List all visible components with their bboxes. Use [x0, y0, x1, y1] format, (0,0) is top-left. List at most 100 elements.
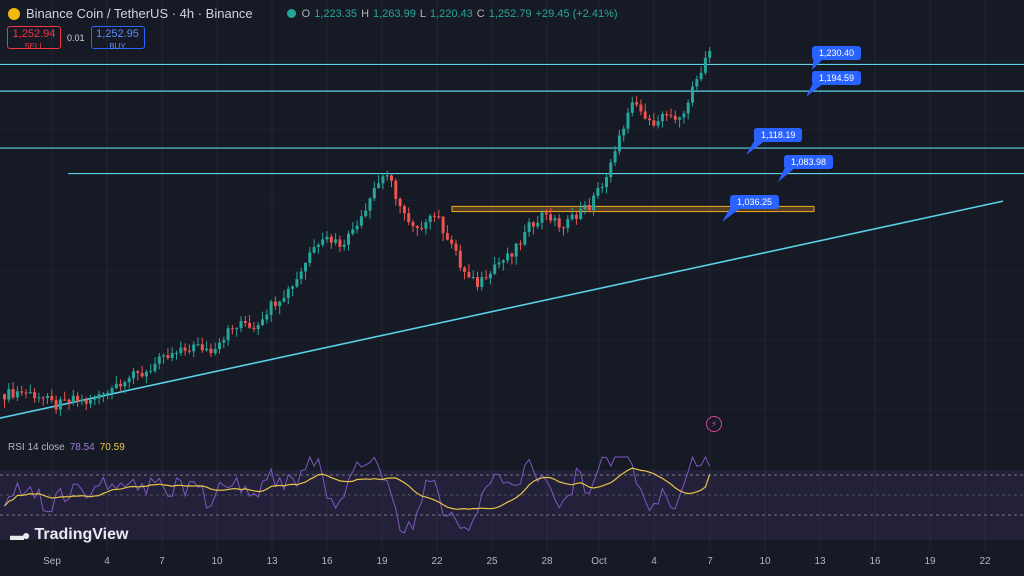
candle-body — [669, 115, 673, 117]
candle-body — [600, 187, 604, 189]
x-tick-label: 16 — [321, 556, 333, 567]
candle-body — [484, 277, 488, 279]
candle-body — [58, 399, 62, 410]
symbol-title[interactable]: Binance Coin / TetherUS · 4h · Binance — [26, 6, 253, 21]
level-callout-1083[interactable]: 1,083.98 — [784, 155, 834, 169]
candle-body — [11, 389, 15, 398]
candle-body — [433, 215, 436, 217]
candle-body — [708, 50, 712, 58]
candle-body — [110, 388, 114, 393]
level-callout-1230[interactable]: 1,230.40 — [812, 46, 862, 60]
candles — [3, 47, 712, 416]
candle-body — [291, 286, 295, 289]
candle-body — [140, 372, 144, 377]
candle-body — [377, 183, 381, 188]
candle-body — [3, 394, 6, 400]
zone-callout-1036[interactable]: 1,036.25 — [730, 195, 780, 209]
candle-body — [67, 399, 71, 403]
candle-body — [536, 222, 540, 227]
rsi-line — [4, 455, 711, 534]
candle-body — [106, 392, 110, 394]
candle-body — [506, 253, 510, 261]
alert-icon[interactable]: ⚡ — [706, 416, 722, 432]
candle-body — [630, 102, 634, 113]
candle-body — [364, 210, 368, 217]
candle-body — [273, 301, 277, 307]
candle-body — [622, 128, 626, 136]
candle-body — [149, 370, 153, 372]
candle-body — [652, 120, 656, 126]
candle-body — [488, 273, 492, 279]
candle-body — [549, 214, 553, 221]
x-tick-label: 25 — [486, 556, 498, 567]
buy-button[interactable]: 1,252.95 BUY — [90, 26, 145, 51]
candle-body — [420, 227, 424, 229]
candle-body — [510, 253, 514, 257]
candle-body — [347, 233, 350, 245]
candle-body — [643, 111, 647, 119]
candle-body — [407, 213, 411, 223]
candle-body — [471, 277, 475, 279]
candle-body — [609, 162, 613, 178]
tradingview-logo-icon: ▬● — [10, 527, 31, 543]
candle-body — [424, 222, 428, 229]
rsi-pane — [0, 455, 1024, 534]
candle-body — [703, 57, 707, 73]
sell-button[interactable]: 1,252.94 SELL — [7, 26, 61, 51]
candle-body — [175, 352, 178, 354]
candle-body — [243, 320, 247, 323]
candle-body — [540, 212, 544, 223]
candle-body — [678, 117, 682, 120]
candle-body — [187, 350, 191, 352]
candle-body — [385, 175, 389, 177]
candle-body — [355, 225, 359, 230]
candle-body — [46, 396, 49, 398]
candle-body — [41, 397, 45, 399]
candle-body — [329, 236, 333, 243]
candle-body — [574, 214, 578, 219]
candle-body — [325, 236, 329, 240]
level-callout-1118[interactable]: 1,118.19 — [754, 128, 803, 142]
candle-body — [682, 113, 686, 118]
support-zone[interactable] — [451, 205, 815, 213]
candle-body — [411, 222, 415, 227]
candle-body — [84, 399, 88, 404]
candle-body — [63, 399, 67, 401]
candle-body — [415, 226, 419, 228]
candle-body — [230, 328, 234, 330]
ascending-trendline[interactable] — [0, 200, 1004, 419]
candle-body — [209, 348, 213, 354]
tradingview-logo: ▬● TradingView — [10, 526, 129, 543]
candle-body — [24, 392, 28, 394]
candle-body — [166, 355, 170, 359]
candle-body — [33, 392, 37, 399]
level-callout-1194[interactable]: 1,194.59 — [812, 71, 862, 85]
candle-body — [562, 227, 565, 229]
candle-body — [523, 231, 527, 245]
candle-body — [218, 342, 221, 350]
candle-body — [596, 188, 600, 196]
candle-body — [342, 244, 346, 247]
candle-body — [463, 267, 467, 272]
candle-body — [454, 243, 458, 251]
candle-body — [368, 198, 372, 211]
candle-body — [37, 397, 41, 399]
candle-body — [626, 112, 630, 129]
rsi-band — [0, 470, 1024, 540]
candle-body — [566, 219, 570, 228]
rsi-ma-line — [4, 467, 711, 510]
candle-body — [450, 239, 454, 244]
candle-body — [699, 72, 703, 80]
x-tick-label: 10 — [759, 556, 771, 567]
candle-body — [587, 204, 591, 211]
candle-body — [583, 204, 587, 210]
rsi-legend[interactable]: RSI 14 close 78.54 70.59 — [8, 442, 125, 453]
candle-body — [286, 288, 290, 298]
candle-body — [402, 206, 406, 214]
callout-pointer — [722, 205, 742, 222]
candle-body — [248, 322, 252, 328]
candle-body — [15, 391, 19, 398]
candle-body — [428, 215, 432, 223]
candle-body — [222, 340, 226, 343]
